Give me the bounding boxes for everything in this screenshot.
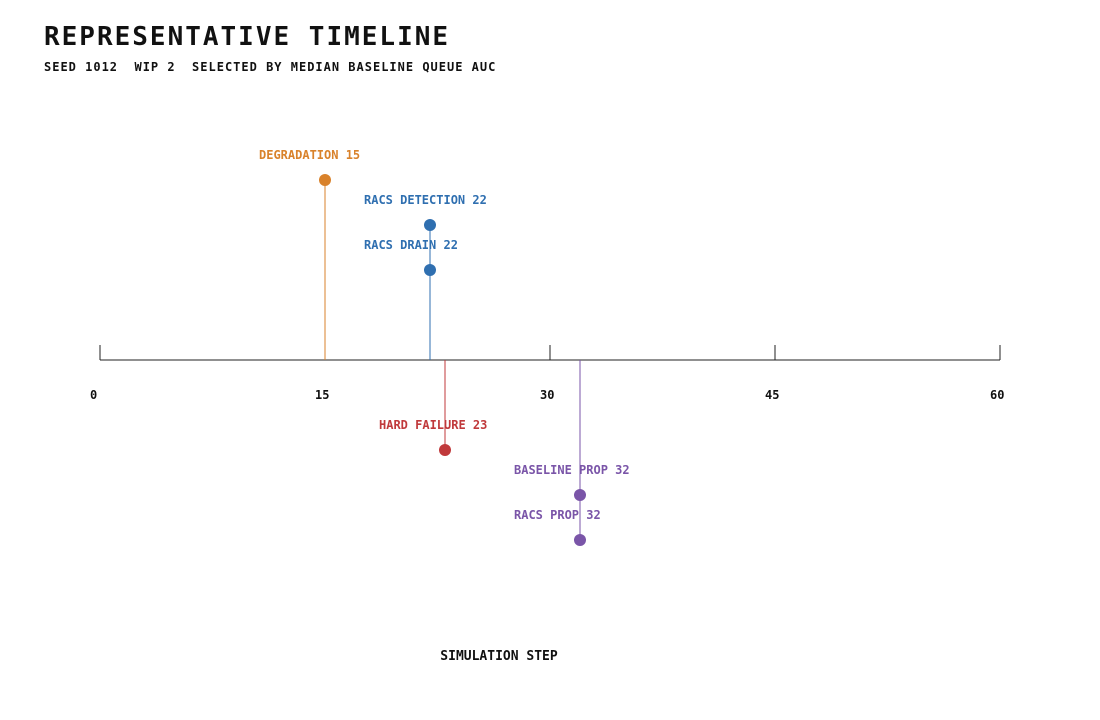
x-tick-label: 45 <box>765 388 779 402</box>
event-label: DEGRADATION 15 <box>259 148 360 162</box>
x-tick-label: 15 <box>315 388 329 402</box>
event-label: RACS DRAIN 22 <box>364 238 458 252</box>
event-label: RACS DETECTION 22 <box>364 193 487 207</box>
event-marker <box>424 219 436 231</box>
event-marker <box>424 264 436 276</box>
x-axis-label: SIMULATION STEP <box>440 649 558 664</box>
event-marker <box>574 534 586 546</box>
x-tick-label: 30 <box>540 388 554 402</box>
event-label: BASELINE PROP 32 <box>514 463 630 477</box>
event-marker <box>439 444 451 456</box>
event-marker <box>319 174 331 186</box>
event-label: RACS PROP 32 <box>514 508 601 522</box>
event-markers: DEGRADATION 15 RACS DETECTION 22 RACS DRAI… <box>259 148 630 546</box>
axis-ticks: 0 15 30 45 60 <box>90 345 1004 402</box>
x-tick-label: 60 <box>990 388 1004 402</box>
chart-title: REPRESENTATIVE TIMELINE <box>44 22 451 52</box>
x-tick-label: 0 <box>90 388 97 402</box>
chart-subtitle: SEED 1012 WIP 2 SELECTED BY MEDIAN BASEL… <box>44 60 497 74</box>
event-label: HARD FAILURE 23 <box>379 418 487 432</box>
